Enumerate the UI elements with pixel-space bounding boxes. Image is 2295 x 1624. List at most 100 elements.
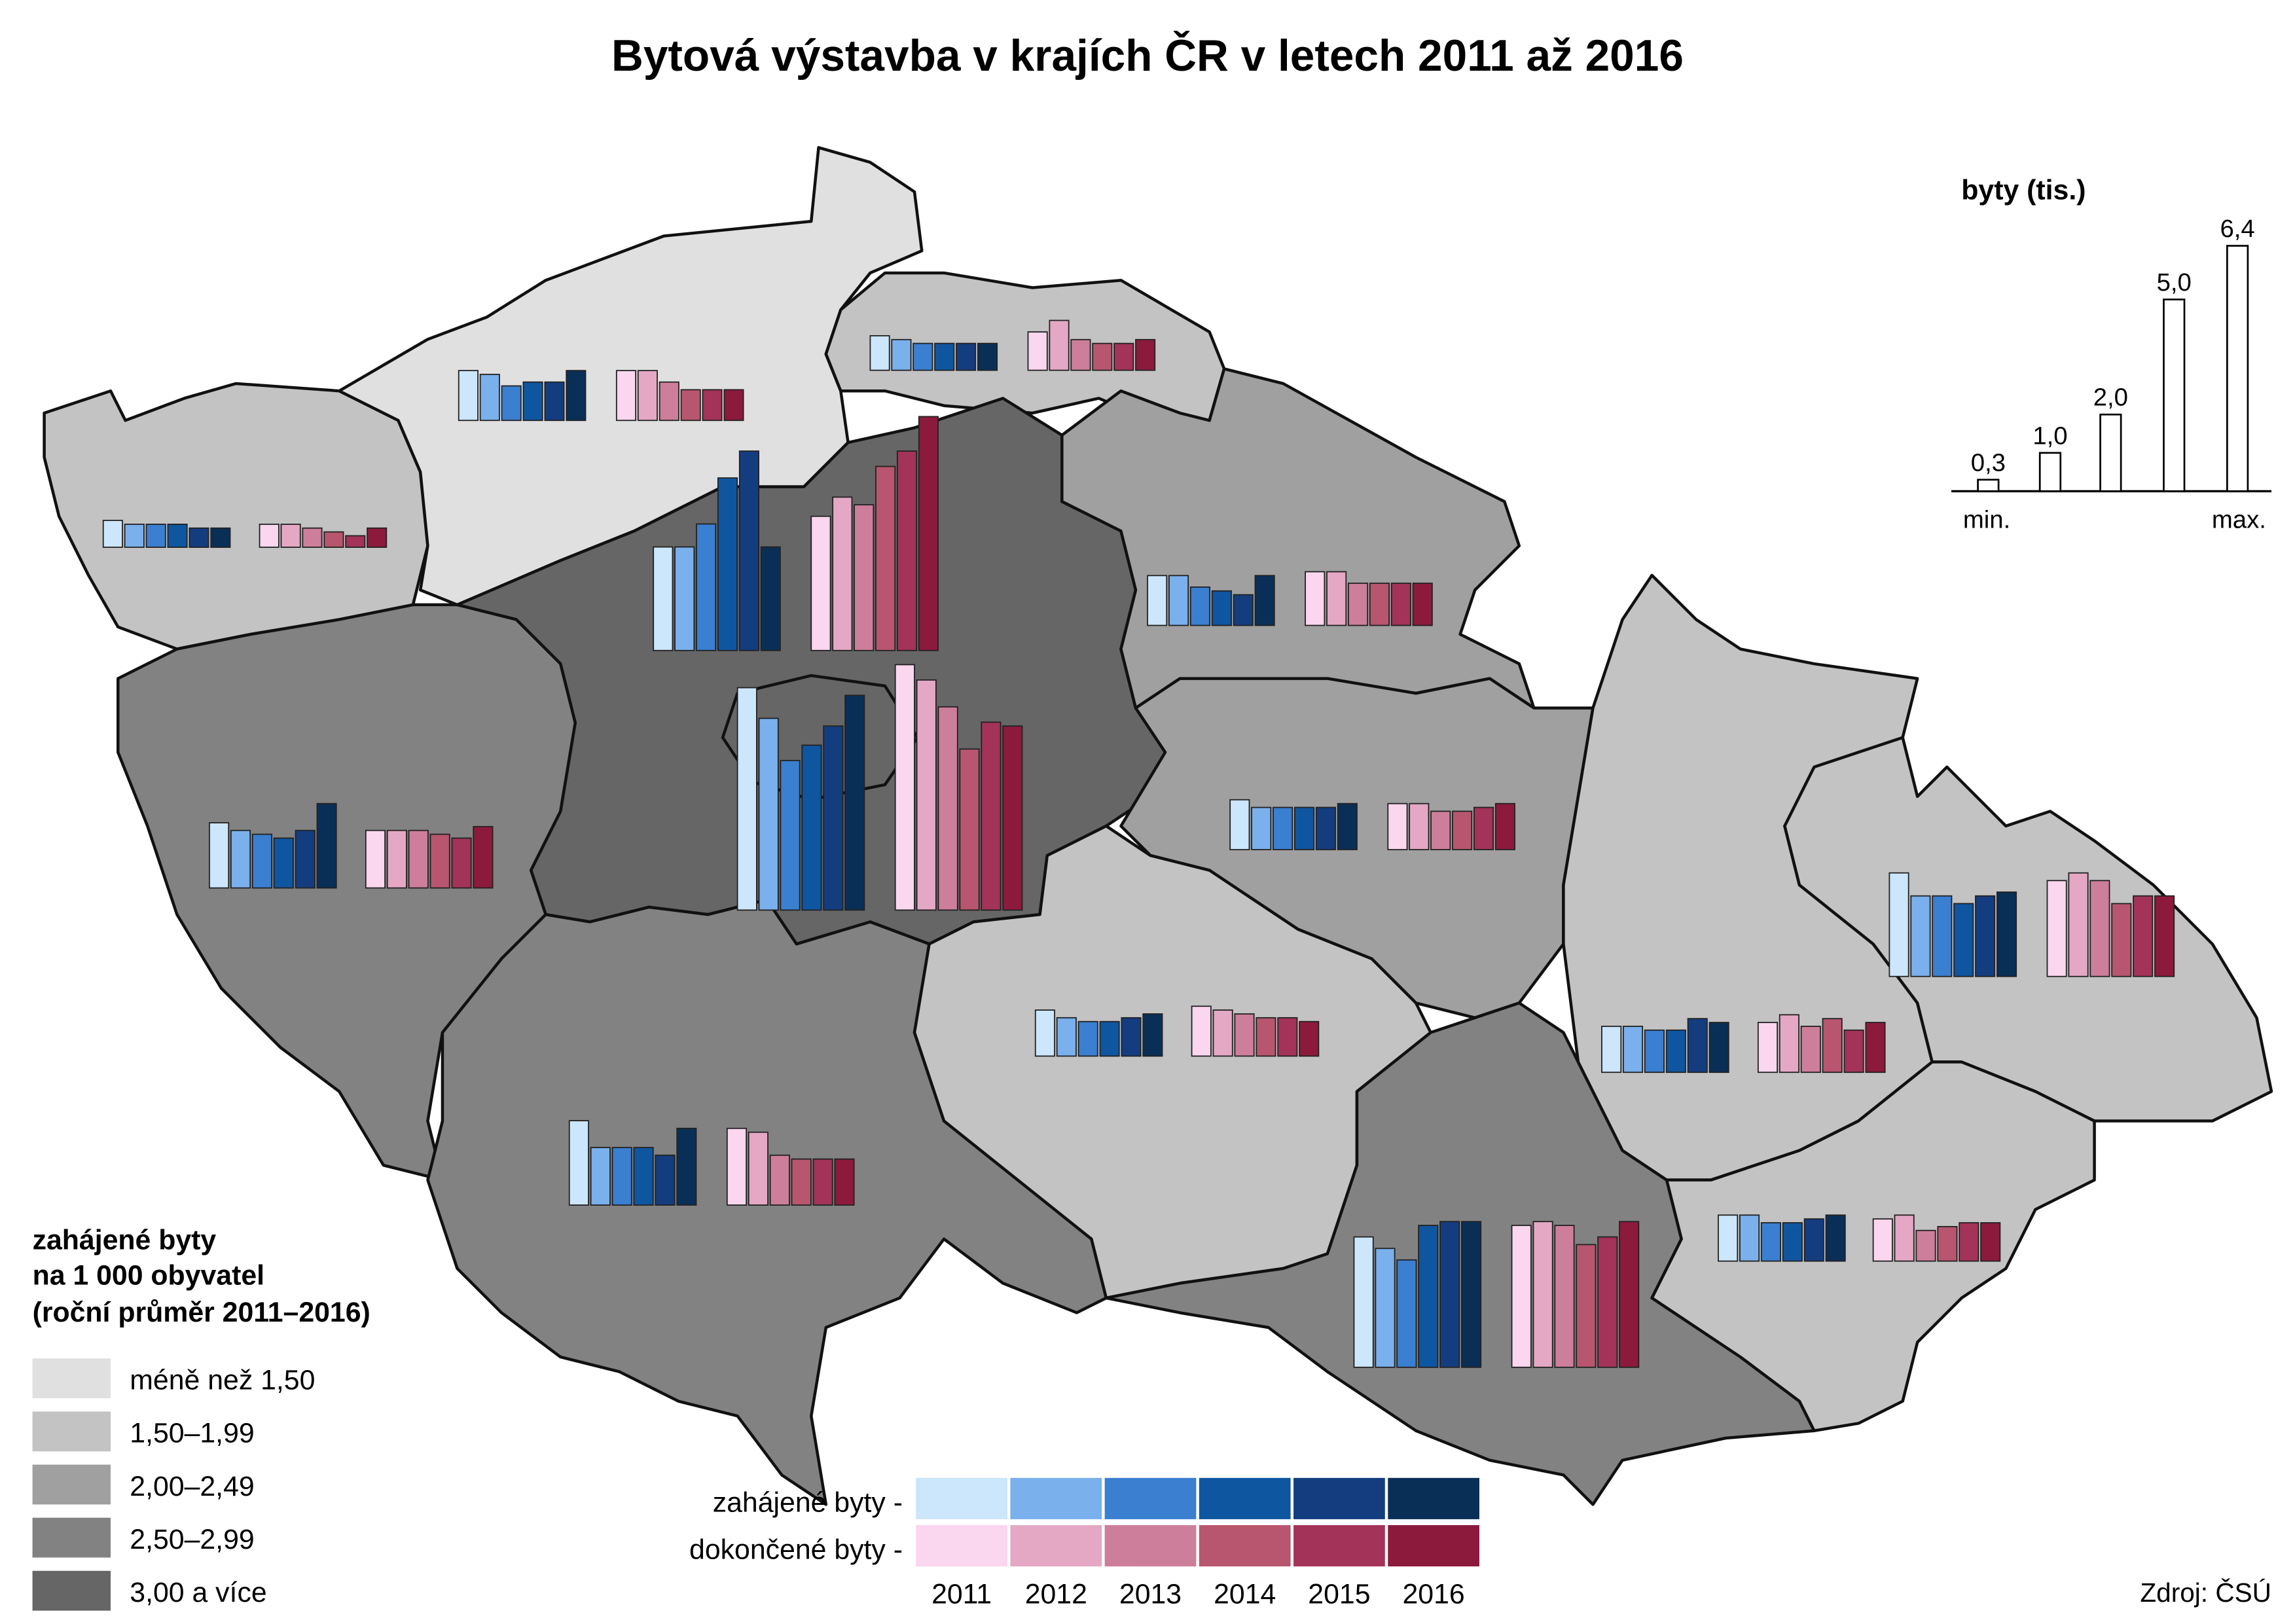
completed-bar [2133,895,2154,977]
completed-bar [1757,1022,1779,1074]
completed-bar [1894,1214,1915,1262]
completed-bar [1872,1218,1893,1262]
completed-bar [1494,803,1515,850]
started-bar [823,725,844,911]
completed-bar [1191,1005,1212,1057]
started-bar [653,546,674,651]
completed-bar [1277,1017,1298,1057]
started-bar [189,527,209,548]
series-swatch [1199,1477,1291,1519]
started-bar [1293,806,1315,850]
completed-bar [637,370,658,422]
started-bar [676,1127,697,1206]
year-label: 2015 [1308,1578,1370,1610]
series-swatch [1388,1477,1479,1519]
legend-swatch [32,1358,111,1399]
completed-bar [1980,1222,2001,1262]
completed-bar [1390,583,1411,626]
completed-bar [1070,338,1091,371]
started-bar [544,381,565,422]
completed-bar [1234,1013,1255,1057]
started-bar [1975,895,1996,977]
completed-bar [302,527,323,548]
year-label: 2012 [1025,1578,1087,1610]
completed-bar [1027,331,1048,371]
started-bar [633,1147,654,1206]
completed-bar [1430,810,1451,850]
completed-bar [2089,880,2110,977]
started-bar [1147,575,1168,626]
scale-label: 0,3 [1971,448,2006,477]
started-bar [1782,1222,1803,1262]
completed-bar [1473,806,1494,850]
started-bar [1353,1236,1374,1368]
completed-bar [894,664,915,911]
started-bar [1622,1025,1644,1074]
completed-bar [812,1158,833,1206]
completed-bar [615,370,637,422]
completed-bar [1212,1009,1233,1057]
legend-label: 2,50–2,99 [130,1524,254,1555]
started-bar [869,335,890,371]
legend-label: 2,00–2,49 [130,1471,254,1502]
started-bar [1601,1025,1622,1074]
scale-label: 1,0 [2033,422,2067,450]
started-bar [611,1147,632,1206]
source: Zdroj: ČSÚ [2140,1578,2271,1608]
completed-bar [280,523,301,548]
completed-bar [473,825,494,889]
series-swatch [1010,1525,1102,1567]
completed-bar [896,450,918,651]
started-bar [1760,1222,1781,1262]
scale-label: 6,4 [2220,215,2254,243]
completed-bar [1619,1221,1640,1368]
started-bar [780,759,801,911]
started-bar [145,523,166,548]
started-bar [736,687,757,911]
completed-bar [791,1158,812,1206]
legend-label: 3,00 a více [130,1577,266,1608]
started-bar [1337,803,1358,850]
completed-bar [832,496,853,651]
started-bar [1396,1259,1417,1368]
completed-bar [429,833,450,889]
year-label: 2016 [1403,1578,1465,1610]
completed-bar [810,515,831,651]
scale-bar [2038,452,2062,492]
started-bar [1888,872,1909,977]
started-bar [167,523,188,548]
series-swatch [1104,1525,1197,1567]
completed-bar [937,706,958,911]
started-bar [316,803,337,889]
series-swatch [1010,1477,1102,1519]
scale-label: 5,0 [2157,268,2192,297]
started-bar [1229,799,1250,850]
started-bar [1665,1029,1686,1074]
completed-bar [2068,872,2089,977]
legend-swatch [32,1464,111,1505]
started-bar [210,527,231,548]
scale-bar [1977,478,2000,492]
completed-bar [1326,571,1347,626]
legend-title: na 1 000 obyvatel [33,1260,264,1291]
started-bar [522,381,543,422]
started-bar [760,546,781,651]
started-bar [1251,806,1272,850]
started-bar [655,1154,676,1206]
legend-title: zahájené byty [33,1225,217,1256]
completed-bar [723,389,744,422]
started-bar [501,385,522,422]
started-bar [295,829,316,889]
completed-bar [1049,319,1070,371]
started-bar [844,695,865,911]
started-bar [1687,1018,1708,1074]
started-bar [209,822,230,889]
started-bar [1996,891,2017,977]
completed-bar [345,535,366,548]
completed-bar [875,465,896,651]
completed-bar [1299,1020,1320,1057]
completed-bar [1412,583,1433,626]
completed-bar [1576,1244,1597,1368]
completed-bar [323,531,344,548]
started-bar [801,744,822,911]
